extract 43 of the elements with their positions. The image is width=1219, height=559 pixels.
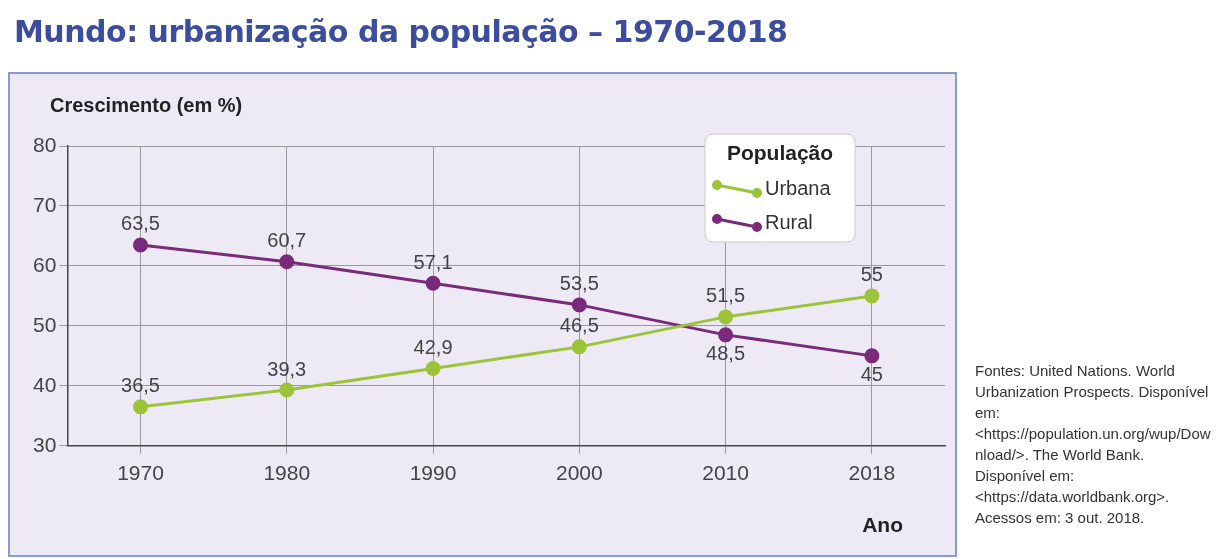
- point: [571, 339, 587, 355]
- point: [279, 382, 295, 398]
- data-label: 48,5: [706, 342, 746, 365]
- y-tick-label: 80: [33, 132, 57, 156]
- x-tick-label: 2010: [702, 461, 749, 485]
- y-tick-label: 50: [33, 312, 57, 336]
- y-tick-label: 70: [33, 192, 57, 216]
- point: [425, 360, 441, 376]
- data-label: 45: [860, 363, 883, 386]
- text: Fontes: United Nations. World Urbanization Prospects. Disponível em: <https://population.un.org/wup/Download/>. The World Bank. Disponível em: <https://data.worldbank.org>. Acessos em: 3 out. 2018.: [975, 361, 1211, 528]
- point: [864, 288, 880, 304]
- data-label: 36,5: [121, 374, 160, 397]
- legend-title: População: [726, 141, 834, 165]
- point: [133, 399, 148, 415]
- data-label: 55: [860, 263, 883, 286]
- y-tick-label: 60: [33, 252, 57, 276]
- y-tick-label: 30: [33, 432, 57, 456]
- y-tick-label: 40: [33, 372, 57, 396]
- legend-label: Rural: [765, 210, 813, 233]
- x-tick-label: 1990: [409, 461, 457, 485]
- chart-title: Mundo: urbanização da população – 1970-2018: [14, 14, 788, 49]
- point: [571, 297, 587, 313]
- data-label: 53,5: [559, 272, 599, 295]
- data-label: 57,1: [413, 250, 453, 273]
- point: [864, 348, 880, 364]
- data-label: 39,3: [267, 357, 307, 380]
- data-label: 42,9: [413, 335, 453, 358]
- point: [718, 327, 734, 343]
- x-tick-label: 2000: [555, 461, 603, 485]
- data-label: 46,5: [559, 314, 599, 337]
- data-label: 63,5: [121, 212, 160, 235]
- y-axis-title: Crescimento (em %): [50, 94, 243, 117]
- point: [718, 309, 734, 325]
- x-tick-label: 1970: [117, 461, 164, 485]
- legend-label: Urbana: [765, 176, 832, 199]
- point: [279, 254, 295, 270]
- point: [425, 275, 441, 291]
- point: [133, 237, 148, 253]
- data-label: 60,7: [267, 229, 307, 252]
- data-label: 51,5: [706, 284, 746, 307]
- x-tick-label: 2018: [848, 461, 896, 485]
- x-axis-title: Ano: [862, 513, 903, 537]
- x-tick-label: 1980: [263, 461, 311, 485]
